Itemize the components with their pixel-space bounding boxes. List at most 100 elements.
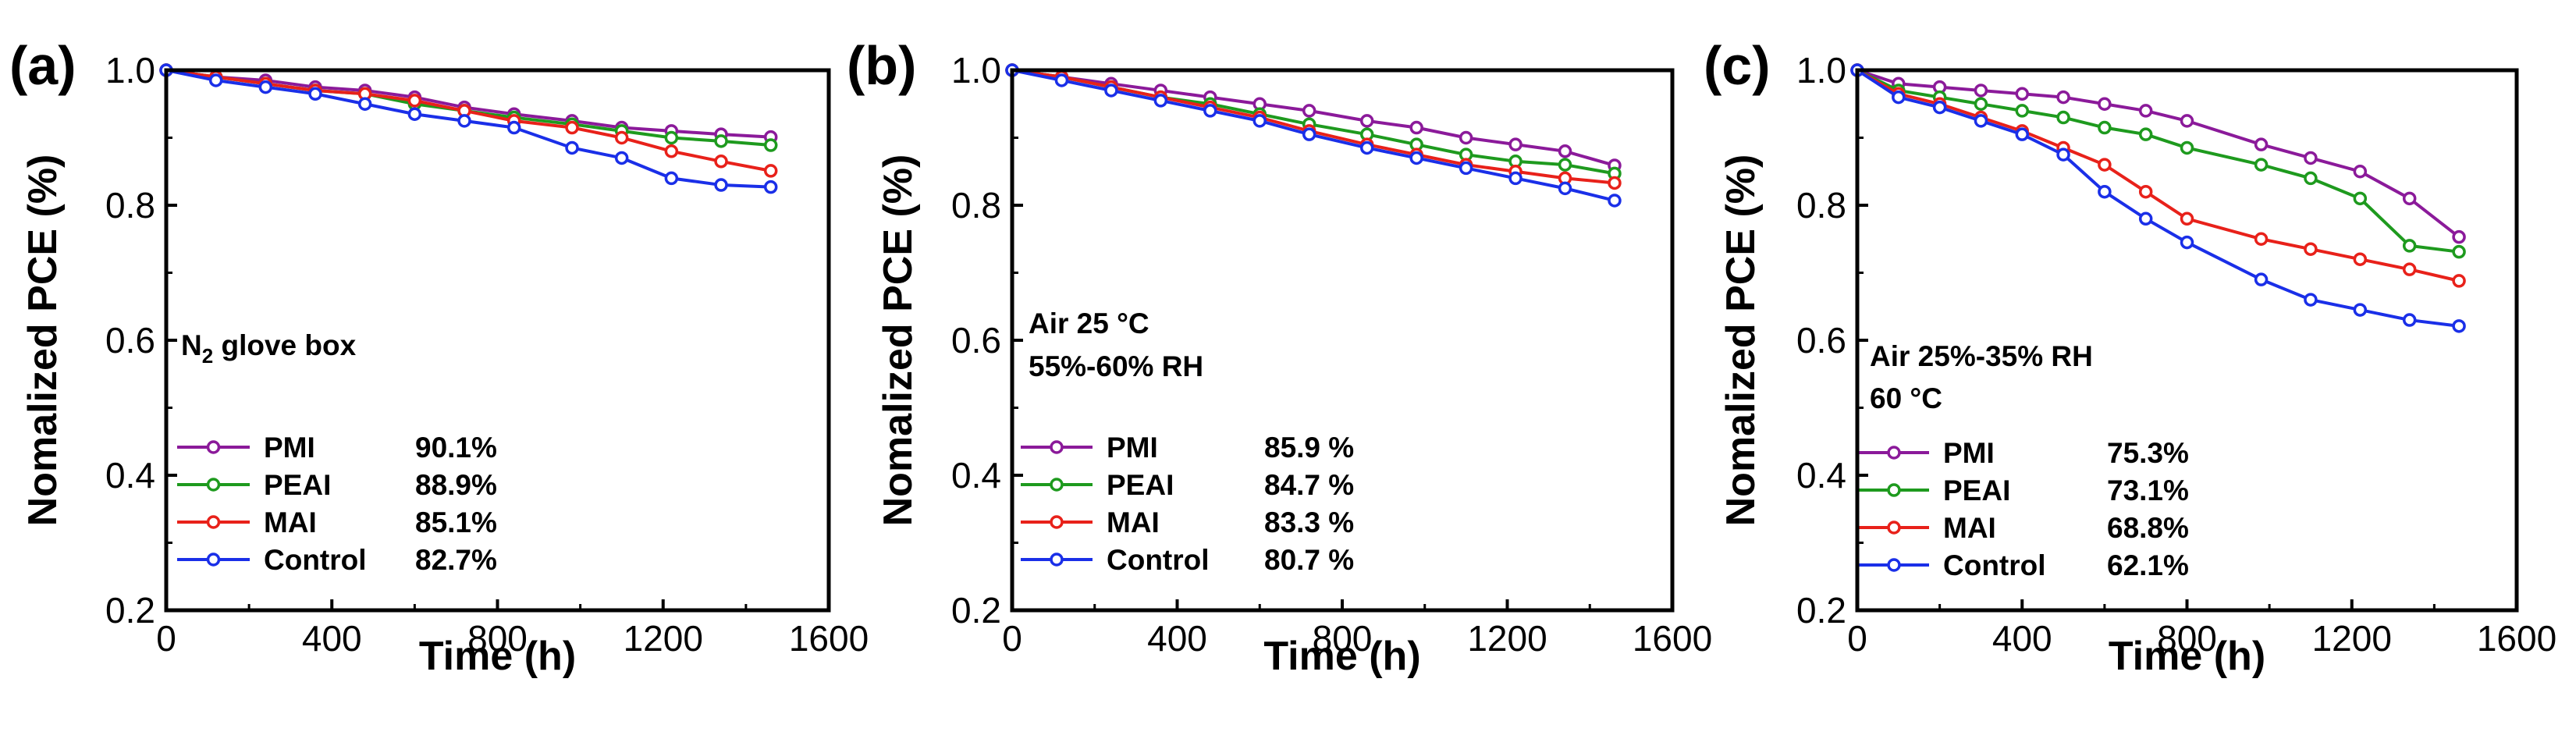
legend-retention-pmi: 85.9 % <box>1264 432 1354 464</box>
data-point-control <box>357 97 372 111</box>
legend-retention-peai: 88.9% <box>415 469 497 501</box>
condition-annotation-line2: 55%-60% RH <box>1029 350 1203 382</box>
data-point-control <box>1409 151 1423 165</box>
legend-label-control: Control <box>264 544 367 576</box>
legend-marker-control <box>1887 558 1901 572</box>
x-tick-label: 1200 <box>1467 618 1547 659</box>
data-point-control <box>308 87 322 101</box>
series-line-pmi <box>1856 69 2461 239</box>
data-point-pmi <box>2353 165 2368 179</box>
y-axis-label: Nomalized PCE (%) <box>876 155 921 527</box>
data-point-peai <box>2402 239 2417 253</box>
data-point-control <box>2353 303 2368 317</box>
x-tick-label: 400 <box>1992 618 2052 659</box>
data-point-pmi <box>1302 104 1316 118</box>
legend-label-mai: MAI <box>1943 512 1996 544</box>
x-axis-label: Time (h) <box>419 634 576 679</box>
data-point-peai <box>2180 140 2194 155</box>
legend-marker-peai <box>206 478 221 492</box>
data-point-mai <box>2098 158 2112 172</box>
legend-marker-pmi <box>206 440 221 454</box>
y-axis-label: Nomalized PCE (%) <box>20 155 66 527</box>
legend-retention-control: 62.1% <box>2107 549 2189 581</box>
data-point-mai <box>1608 176 1622 190</box>
data-point-pmi <box>2304 151 2318 165</box>
data-point-peai <box>1558 158 1572 172</box>
y-tick-label: 0.2 <box>951 590 1001 631</box>
legend-marker-mai <box>1050 515 1064 529</box>
legend-marker-pmi <box>1887 446 1901 460</box>
data-point-peai <box>714 134 728 148</box>
legend-label-pmi: PMI <box>1107 432 1158 464</box>
x-tick-label: 0 <box>1002 618 1022 659</box>
y-tick-label: 0.6 <box>951 320 1001 361</box>
data-point-control <box>565 140 579 155</box>
y-tick-label: 0.4 <box>1796 455 1846 496</box>
legend-label-control: Control <box>1107 544 1210 576</box>
legend-retention-mai: 68.8% <box>2107 512 2189 544</box>
data-point-pmi <box>1459 130 1473 145</box>
legend-label-mai: MAI <box>264 506 317 538</box>
x-tick-label: 800 <box>1313 618 1373 659</box>
y-tick-label: 1.0 <box>105 50 155 91</box>
legend-label-control: Control <box>1943 549 2046 581</box>
data-point-peai <box>2254 158 2269 172</box>
data-point-mai <box>614 130 629 145</box>
data-point-control <box>1932 100 1947 115</box>
data-point-pmi <box>2015 87 2029 101</box>
y-tick-label: 1.0 <box>1796 50 1846 91</box>
data-point-control <box>407 107 422 121</box>
data-point-peai <box>2098 120 2112 135</box>
data-point-control <box>2402 313 2417 327</box>
series-line-control <box>1856 69 2460 328</box>
data-point-control <box>664 171 679 186</box>
data-point-peai <box>2056 110 2070 125</box>
x-tick-label: 800 <box>467 618 528 659</box>
data-point-peai <box>2138 127 2153 141</box>
x-axis-label: Time (h) <box>1263 634 1420 679</box>
x-tick-label: 400 <box>1147 618 1207 659</box>
legend-label-mai: MAI <box>1107 506 1160 538</box>
chart-panel-a: (a) 0 400 800 1200 1600 0.2 0.4 0.6 0.8 1.0 Time (h… <box>9 35 869 679</box>
plot-frame <box>1855 68 2519 613</box>
y-tick-label: 1.0 <box>951 50 1001 91</box>
data-point-control <box>208 73 223 87</box>
data-point-control <box>2098 184 2112 199</box>
plot-frame <box>164 68 831 613</box>
legend-marker-pmi <box>1050 440 1064 454</box>
x-tick-label: 800 <box>2157 618 2217 659</box>
condition-annotation-line2: 60 °C <box>1870 382 1942 414</box>
data-point-mai <box>565 120 579 135</box>
data-point-mai <box>2353 252 2368 266</box>
data-point-control <box>2180 235 2194 250</box>
data-point-control <box>1608 194 1622 208</box>
data-point-pmi <box>2180 114 2194 128</box>
data-point-control <box>2138 211 2153 226</box>
data-point-peai <box>1974 97 1988 111</box>
data-point-control <box>1104 84 1118 98</box>
data-point-mai <box>714 155 728 169</box>
data-point-pmi <box>1508 137 1523 151</box>
x-tick-label: 1600 <box>789 618 869 659</box>
y-tick-label: 0.4 <box>951 455 1001 496</box>
legend-retention-pmi: 90.1% <box>415 432 497 464</box>
legend-label-pmi: PMI <box>264 432 315 464</box>
chart-panel-b: (b) 0 400 800 1200 1600 0.2 0.4 0.6 0.8 1.0 Time (h… <box>847 35 1712 679</box>
legend-retention-control: 80.7 % <box>1264 544 1354 576</box>
data-point-control <box>1302 127 1316 141</box>
legend-retention-peai: 73.1% <box>2107 474 2189 506</box>
data-point-control <box>1892 90 1906 105</box>
legend-label-pmi: PMI <box>1943 437 1995 469</box>
y-tick-label: 0.8 <box>105 185 155 226</box>
legend-retention-mai: 83.3 % <box>1264 506 1354 538</box>
data-point-control <box>763 179 778 194</box>
data-point-peai <box>2452 244 2466 259</box>
y-axis-label: Nomalized PCE (%) <box>1718 155 1764 527</box>
data-point-control <box>2304 293 2318 307</box>
legend-marker-peai <box>1050 478 1064 492</box>
data-point-peai <box>2015 104 2029 118</box>
data-point-control <box>457 114 471 128</box>
data-point-control <box>1054 73 1069 87</box>
x-tick-label: 1600 <box>2477 618 2556 659</box>
